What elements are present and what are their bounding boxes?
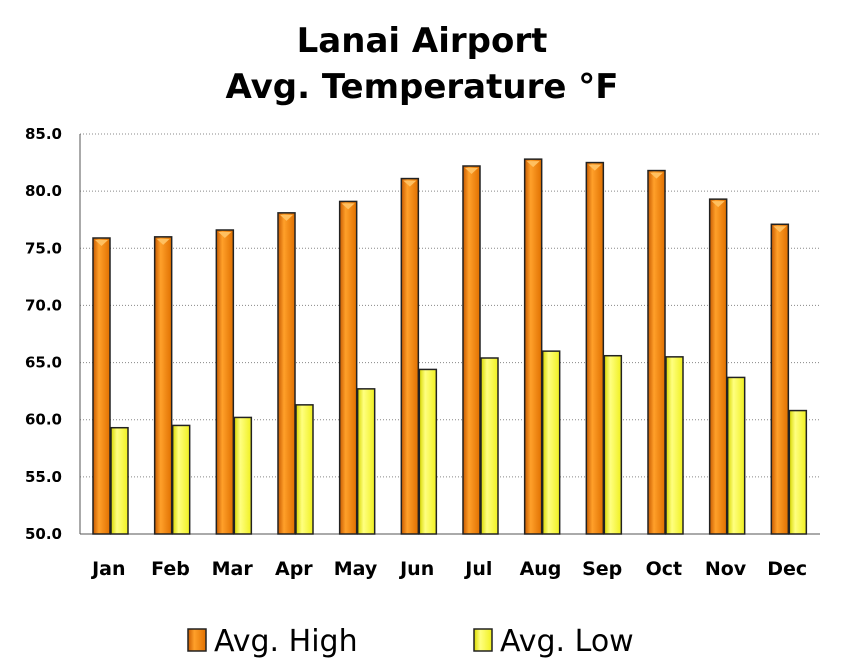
legend: Avg. High Avg. Low xyxy=(187,624,634,659)
bar-avg-low xyxy=(233,416,253,535)
labels: 50.0 55.0 60.0 65.0 70.0 75.0 80.0 85.0 Jan Feb Ma… xyxy=(25,125,807,580)
bar-avg-low xyxy=(480,357,499,535)
bar-avg-high xyxy=(215,229,235,535)
bar-avg-high xyxy=(338,200,358,535)
x-tick-label: May xyxy=(334,558,378,580)
x-tick-label: Sep xyxy=(582,558,622,580)
bar-avg-high xyxy=(708,198,728,535)
bar-avg-high xyxy=(400,177,420,535)
bar-cap xyxy=(280,214,293,221)
bar-avg-low xyxy=(110,426,129,535)
x-tick-label: Oct xyxy=(646,558,683,580)
bar-avg-high xyxy=(523,158,543,535)
axes xyxy=(79,134,820,535)
legend-item-avg-low: Avg. Low xyxy=(500,624,634,659)
legend-swatch xyxy=(473,628,493,652)
bar-cap xyxy=(588,164,602,171)
y-tick-label: 85.0 xyxy=(25,125,62,143)
chart-title: Lanai Airport xyxy=(296,21,548,61)
x-tick-label: Nov xyxy=(705,558,747,580)
y-tick-label: 70.0 xyxy=(25,296,62,314)
y-tick-label: 55.0 xyxy=(25,468,62,486)
bar-cap xyxy=(526,161,540,168)
x-tick-label: Mar xyxy=(212,558,254,580)
bar-cap xyxy=(650,172,663,179)
bar-cap xyxy=(156,238,170,245)
chart-subtitle: Avg. Temperature °F xyxy=(225,67,619,107)
bar-cap xyxy=(403,180,417,187)
bar-avg-low xyxy=(726,376,746,535)
bar-avg-low xyxy=(356,388,376,535)
bar-cap xyxy=(341,203,355,210)
bar-avg-high xyxy=(770,223,790,535)
x-tick-label: Apr xyxy=(275,558,313,580)
x-tick-label: Jun xyxy=(398,558,434,580)
y-tick-label: 65.0 xyxy=(25,354,62,372)
bar-avg-high xyxy=(462,165,481,535)
bar-avg-low xyxy=(541,350,561,535)
bar-cap xyxy=(711,201,725,208)
bar-avg-high xyxy=(277,212,296,535)
legend-swatch xyxy=(187,628,207,652)
x-tick-label: Dec xyxy=(767,558,807,580)
y-tick-label: 75.0 xyxy=(25,239,62,257)
y-tick-label: 80.0 xyxy=(25,182,62,200)
x-tick-label: Jul xyxy=(463,558,492,580)
bar-avg-high xyxy=(647,169,666,535)
bar-avg-high xyxy=(153,236,173,535)
bar-avg-low xyxy=(171,424,191,535)
y-tick-label: 50.0 xyxy=(25,525,62,543)
bar-cap xyxy=(218,232,232,238)
bar-avg-high xyxy=(92,237,111,535)
bar-cap xyxy=(773,226,787,233)
legend-item-avg-high: Avg. High xyxy=(214,624,358,659)
gridlines xyxy=(80,133,820,478)
bar-avg-high xyxy=(585,161,605,535)
bar-avg-low xyxy=(295,404,314,535)
x-tick-label: Feb xyxy=(151,558,190,580)
bar-avg-low xyxy=(603,354,623,535)
bar-avg-low xyxy=(418,368,438,535)
x-tick-label: Jan xyxy=(90,558,125,580)
bar-cap xyxy=(95,240,108,246)
bar-avg-low xyxy=(788,409,808,535)
bar-avg-low xyxy=(665,356,684,535)
bars xyxy=(92,158,808,535)
bar-cap xyxy=(465,168,478,174)
y-tick-label: 60.0 xyxy=(25,411,62,429)
x-tick-label: Aug xyxy=(520,558,562,580)
